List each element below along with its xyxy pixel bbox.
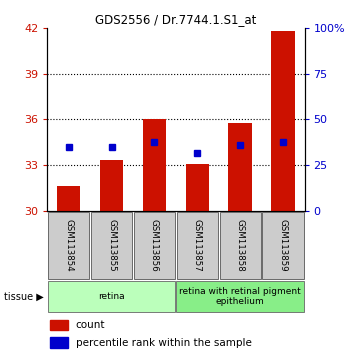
Text: GSM113856: GSM113856	[150, 219, 159, 272]
Bar	[176, 281, 304, 312]
Bar	[50, 320, 68, 330]
Title: GDS2556 / Dr.7744.1.S1_at: GDS2556 / Dr.7744.1.S1_at	[95, 13, 257, 26]
Text: retina with retinal pigment
epithelium: retina with retinal pigment epithelium	[179, 287, 301, 306]
Text: GSM113854: GSM113854	[64, 219, 73, 272]
Bar	[48, 212, 89, 279]
Bar	[57, 186, 80, 211]
Bar	[134, 212, 175, 279]
Bar	[262, 212, 304, 279]
Text: tissue ▶: tissue ▶	[4, 291, 43, 302]
Text: GSM113857: GSM113857	[193, 219, 202, 272]
Bar	[219, 212, 261, 279]
Bar	[48, 281, 175, 312]
Text: GSM113858: GSM113858	[236, 219, 245, 272]
Bar	[229, 122, 252, 211]
Text: count: count	[76, 320, 105, 330]
Text: retina: retina	[98, 292, 125, 301]
Text: percentile rank within the sample: percentile rank within the sample	[76, 338, 251, 348]
Text: GSM113859: GSM113859	[279, 219, 288, 272]
Text: GSM113855: GSM113855	[107, 219, 116, 272]
Bar	[177, 212, 218, 279]
Bar	[91, 212, 132, 279]
Bar	[100, 160, 123, 211]
Bar	[143, 119, 166, 211]
Bar	[50, 337, 68, 348]
Bar	[186, 164, 209, 211]
Bar	[271, 32, 295, 211]
